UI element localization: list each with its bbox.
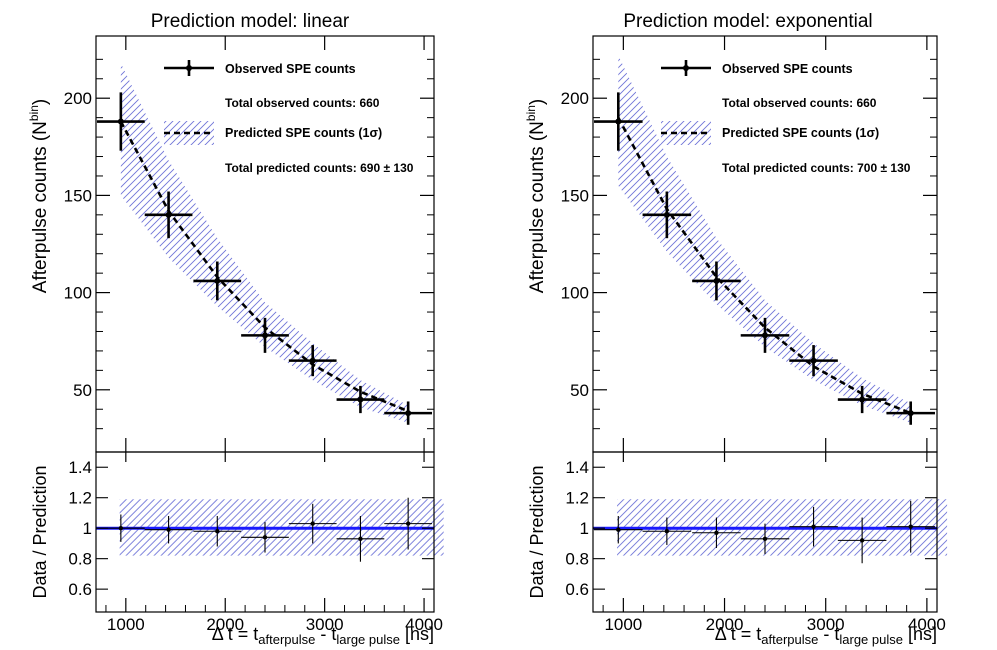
ratio-y-tick-label: 0.8 xyxy=(565,550,589,569)
x-tick-label: 4000 xyxy=(908,615,946,634)
chart-title: Prediction model: exponential xyxy=(623,11,872,32)
legend-observed-label: Observed SPE counts xyxy=(225,62,356,76)
label-part: Afterpulse counts (N xyxy=(30,121,51,293)
ratio-point xyxy=(166,527,171,532)
ratio-y-tick-label: 0.6 xyxy=(68,580,92,599)
observed-point xyxy=(615,118,622,125)
prediction-band xyxy=(618,55,911,423)
observed-point xyxy=(713,277,720,284)
observed-point xyxy=(165,211,172,218)
ratio-point xyxy=(859,538,865,543)
observed-point xyxy=(907,410,914,417)
ratio-y-axis-label: Data / Prediction xyxy=(527,465,547,598)
ratio-point xyxy=(262,535,268,540)
panel-exponential: Prediction model: exponential 50 100 150 200… xyxy=(524,11,948,647)
y-axis-label: Afterpulse counts (Nbin) xyxy=(27,99,51,293)
label-part: afterpulse xyxy=(761,632,818,647)
label-part: Δ t = t xyxy=(715,624,762,644)
x-tick-label: 3000 xyxy=(807,615,845,634)
observed-point xyxy=(762,332,768,339)
label-part: ) xyxy=(30,99,51,105)
ratio-y-tick-label: 1.4 xyxy=(68,458,92,477)
panel-linear: Prediction model: linear 50 100 150 200 After… xyxy=(27,11,444,647)
observed-point xyxy=(663,211,670,218)
legend-predicted-total: Total predicted counts: 700 ± 130 xyxy=(722,161,911,175)
legend-predicted-label: Predicted SPE counts (1σ) xyxy=(722,126,879,140)
ratio-y-tick-label: 1.2 xyxy=(68,489,92,508)
ratio-y-tick-label: 0.8 xyxy=(68,550,92,569)
observed-point xyxy=(859,396,866,403)
ratio-point xyxy=(215,529,220,534)
observed-point xyxy=(262,332,268,339)
ratio-point xyxy=(616,527,621,532)
x-tick-label: 4000 xyxy=(405,615,443,634)
observed-point xyxy=(405,410,412,417)
label-part: - t xyxy=(315,624,336,644)
legend-observed-total: Total observed counts: 660 xyxy=(225,96,380,110)
label-part: [ns] xyxy=(400,624,434,644)
ratio-point xyxy=(908,524,913,529)
x-tick-label: 3000 xyxy=(306,615,344,634)
observed-point xyxy=(309,357,316,364)
observed-point xyxy=(214,277,221,284)
x-axis-label: Δ t = tafterpulse - tlarge pulse [ns] xyxy=(212,624,434,647)
legend-predicted-label: Predicted SPE counts (1σ) xyxy=(225,126,382,140)
legend-observed-marker xyxy=(683,65,689,71)
x-axis-label: Δ t = tafterpulse - tlarge pulse [ns] xyxy=(715,624,937,647)
y-tick-label: 50 xyxy=(570,381,589,400)
y-tick-label: 100 xyxy=(561,284,589,303)
label-part: large pulse xyxy=(839,632,903,647)
prediction-band xyxy=(120,63,409,423)
y-axis-label: Afterpulse counts (Nbin) xyxy=(524,99,548,293)
label-part: bin xyxy=(27,105,41,121)
y-tick-label: 200 xyxy=(561,89,589,108)
ratio-y-axis-label: Data / Prediction xyxy=(30,465,50,598)
label-part: [ns] xyxy=(903,624,937,644)
ratio-y-tick-label: 0.6 xyxy=(565,580,589,599)
ratio-point xyxy=(310,521,315,526)
chart-title: Prediction model: linear xyxy=(151,11,350,32)
ratio-point xyxy=(118,525,124,531)
legend-observed-marker xyxy=(186,65,192,71)
ratio-y-tick-label: 1 xyxy=(83,519,92,538)
ratio-point xyxy=(405,521,411,526)
ratio-y-tick-label: 1 xyxy=(580,519,589,538)
x-tick-label: 1000 xyxy=(107,615,145,634)
y-tick-label: 150 xyxy=(64,186,92,205)
observed-point xyxy=(357,396,364,403)
label-part: - t xyxy=(818,624,839,644)
legend-observed-label: Observed SPE counts xyxy=(722,62,853,76)
label-part: large pulse xyxy=(336,632,400,647)
label-part: Afterpulse counts (N xyxy=(527,121,548,293)
ratio-y-tick-label: 1.2 xyxy=(565,489,589,508)
label-part: afterpulse xyxy=(258,632,315,647)
y-tick-label: 200 xyxy=(64,89,92,108)
x-tick-label: 1000 xyxy=(604,615,642,634)
y-tick-label: 50 xyxy=(73,381,92,400)
x-tick-label: 2000 xyxy=(706,615,744,634)
label-part: Δ t = t xyxy=(212,624,259,644)
label-part: bin xyxy=(524,105,538,121)
y-tick-label: 100 xyxy=(64,284,92,303)
ratio-point xyxy=(664,529,670,534)
legend-observed-total: Total observed counts: 660 xyxy=(722,96,877,110)
ratio-point xyxy=(714,530,719,535)
x-tick-label: 2000 xyxy=(206,615,244,634)
label-part: ) xyxy=(527,99,548,105)
y-tick-label: 150 xyxy=(561,186,589,205)
observed-point xyxy=(810,357,817,364)
ratio-point xyxy=(762,536,768,542)
ratio-point xyxy=(811,524,816,529)
ratio-y-tick-label: 1.4 xyxy=(565,458,589,477)
observed-point xyxy=(117,118,124,125)
legend-predicted-total: Total predicted counts: 690 ± 130 xyxy=(225,161,414,175)
ratio-point xyxy=(358,536,363,542)
